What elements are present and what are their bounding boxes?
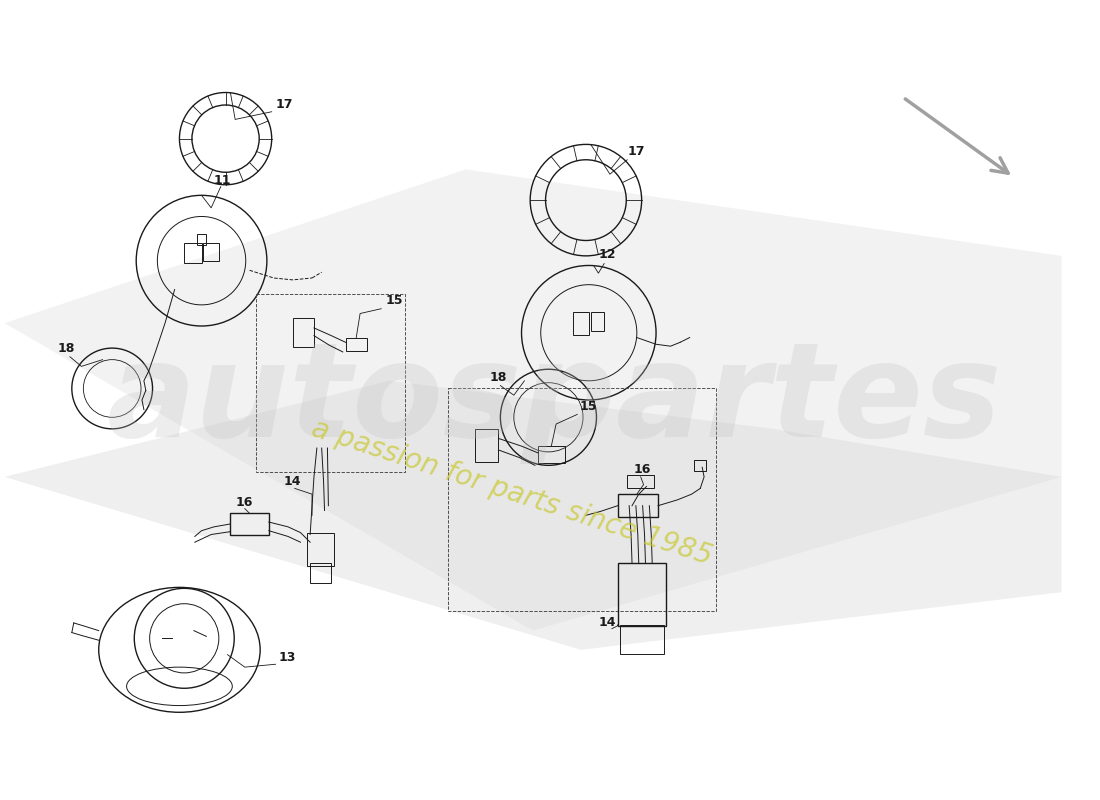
Text: 13: 13 [278,651,296,664]
Bar [307,533,334,566]
Text: autospartes: autospartes [107,337,1002,463]
Bar [184,243,201,262]
Text: 18: 18 [57,342,75,355]
Bar [293,318,314,347]
Bar [573,311,588,334]
Bar [475,429,498,462]
Bar [345,338,366,351]
Bar [627,475,654,489]
Text: 17: 17 [627,145,645,158]
Bar [591,311,604,331]
Text: a passion for parts since 1985: a passion for parts since 1985 [308,414,716,570]
Text: 18: 18 [490,370,507,384]
FancyArrowPatch shape [905,99,1008,173]
Bar [230,514,268,534]
Text: 16: 16 [235,496,253,509]
Text: 16: 16 [634,463,651,476]
Bar [694,459,706,471]
Text: 14: 14 [598,616,616,629]
Bar [617,563,666,626]
Bar [449,389,716,611]
Bar [619,625,663,654]
Text: 15: 15 [580,400,596,413]
Bar [197,234,207,246]
Text: 17: 17 [275,98,293,111]
PathPatch shape [4,381,1062,650]
PathPatch shape [4,170,1062,630]
Bar [538,446,564,463]
Text: 12: 12 [598,248,616,261]
Bar [310,563,331,582]
Text: 15: 15 [385,294,403,307]
Bar [617,494,658,518]
Bar [204,243,219,261]
Bar [256,294,405,472]
Text: 14: 14 [283,474,300,487]
Text: 11: 11 [214,174,231,186]
